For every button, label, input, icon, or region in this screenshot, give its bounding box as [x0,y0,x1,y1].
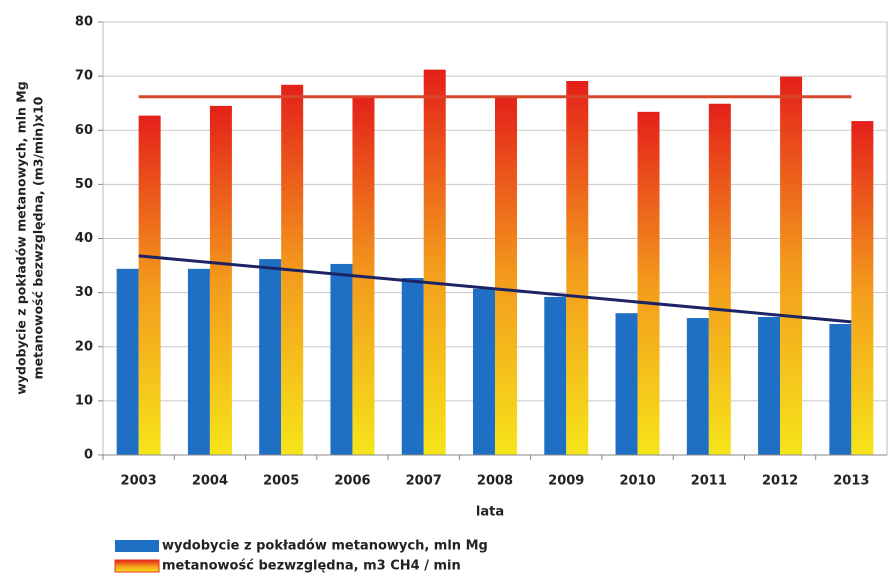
y-axis-title: metanowość bezwzględna, (m3/min)x10 [31,96,46,379]
y-tick-label: 80 [75,15,93,30]
y-tick-label: 70 [75,69,93,84]
bar [780,76,803,455]
x-tick-label: 2003 [121,474,157,489]
y-tick-label: 40 [75,231,93,246]
y-tick-label: 60 [75,123,93,138]
bar [423,69,446,455]
x-tick-label: 2008 [477,474,513,489]
y-tick-label: 0 [84,448,93,463]
bar [209,105,232,456]
bar [829,324,852,455]
y-axis-title: wydobycie z pokładów metanowych, mln Mg [14,81,29,394]
x-tick-label: 2006 [334,474,370,489]
bar [637,111,660,455]
bar [708,103,731,455]
y-tick-label: 10 [75,393,93,408]
legend-swatch [115,540,159,552]
bar [495,95,517,456]
bar [138,115,161,455]
bar [330,263,353,455]
y-tick-label: 30 [75,285,93,300]
bar [544,296,567,455]
x-axis-title: lata [476,505,504,520]
x-tick-label: 2012 [762,474,798,489]
bar [187,268,210,455]
x-tick-label: 2011 [691,474,727,489]
bar [758,316,781,455]
legend-label: wydobycie z pokładów metanowych, mln Mg [162,539,488,554]
x-tick-label: 2010 [619,474,655,489]
bar [686,318,709,455]
x-tick-label: 2013 [833,474,869,489]
y-tick-label: 20 [75,339,93,354]
bar [116,268,139,455]
bar [259,259,282,455]
x-tick-label: 2007 [406,474,442,489]
bar [473,288,495,455]
bar [851,121,874,455]
bar [615,313,638,455]
y-tick-label: 50 [75,177,93,192]
legend-label: metanowość bezwzględna, m3 CH4 / min [162,559,461,574]
x-tick-label: 2004 [192,474,228,489]
trend-line [138,254,852,324]
bar [566,80,589,455]
bar [401,278,424,455]
x-tick-label: 2009 [548,474,584,489]
x-tick-label: 2005 [263,474,299,489]
legend-swatch [114,559,160,573]
